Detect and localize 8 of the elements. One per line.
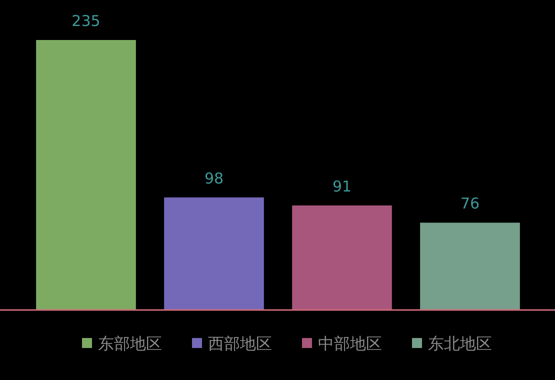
legend-label: 东部地区 bbox=[98, 334, 162, 353]
legend-label: 东北地区 bbox=[428, 334, 492, 353]
data-label: 76 bbox=[460, 194, 480, 213]
data-label: 98 bbox=[204, 169, 224, 188]
data-label: 91 bbox=[332, 177, 352, 196]
data-label: 235 bbox=[72, 12, 100, 30]
legend-label: 中部地区 bbox=[318, 334, 382, 353]
legend-label: 西部地区 bbox=[208, 334, 272, 353]
